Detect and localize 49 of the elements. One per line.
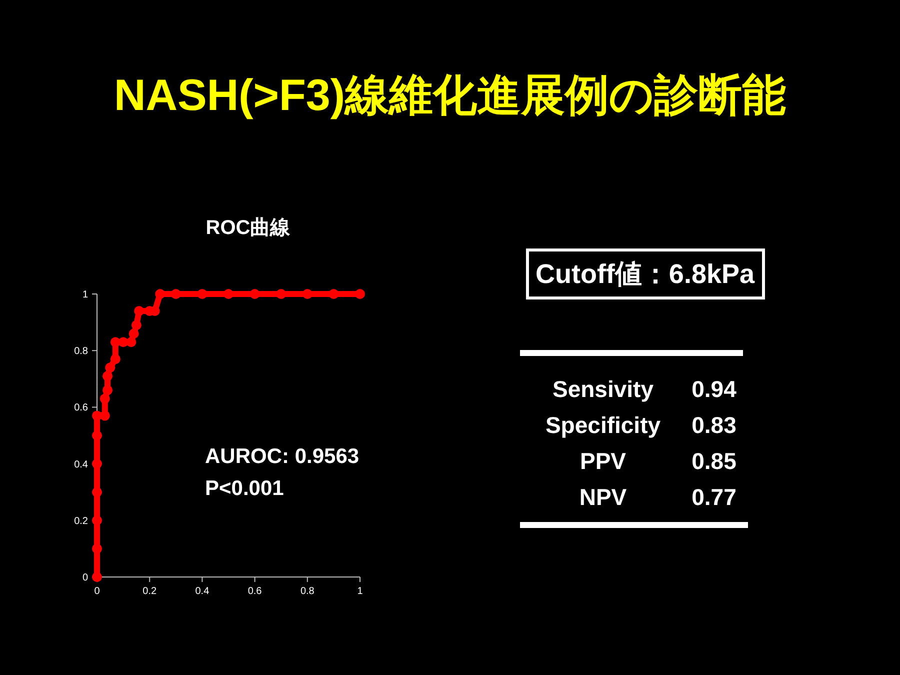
point bbox=[250, 289, 260, 299]
point bbox=[110, 354, 120, 364]
point bbox=[92, 487, 102, 498]
data-label: 0.83 bbox=[692, 412, 736, 438]
y-tick-label: 0.8 bbox=[74, 346, 88, 358]
x-tick-label: 0.4 bbox=[195, 586, 210, 597]
category-label: Sensivity bbox=[552, 376, 654, 402]
point bbox=[102, 371, 113, 382]
category-label: NPV bbox=[579, 484, 628, 510]
text: NASH(>F3)線維化進展例の診断能 bbox=[114, 71, 786, 120]
y-tick-label: 0.4 bbox=[74, 459, 88, 470]
point bbox=[302, 289, 312, 299]
annotation: P<0.001 bbox=[205, 477, 284, 500]
point bbox=[92, 430, 102, 440]
point bbox=[276, 289, 286, 299]
x-tick-label: 0.8 bbox=[300, 586, 315, 597]
text: Cutoff値：6.8kPa bbox=[535, 259, 756, 289]
point bbox=[328, 289, 339, 299]
y-tick-label: 0 bbox=[82, 572, 88, 584]
data-label: 0.94 bbox=[692, 376, 737, 402]
point bbox=[92, 515, 102, 526]
point bbox=[92, 544, 102, 554]
chart-subtitle: ROC曲線 bbox=[206, 217, 292, 239]
x-tick-label: 0.6 bbox=[248, 586, 262, 597]
x-tick-label: 1 bbox=[357, 586, 364, 597]
data-label: 0.85 bbox=[692, 448, 737, 474]
point bbox=[155, 289, 166, 299]
point bbox=[105, 362, 116, 373]
y-tick-label: 0.6 bbox=[74, 402, 88, 414]
point bbox=[102, 385, 113, 396]
data-label: 0.77 bbox=[692, 484, 736, 510]
point bbox=[100, 410, 110, 421]
point bbox=[170, 289, 181, 299]
point bbox=[126, 337, 136, 348]
y-tick-label: 1 bbox=[82, 290, 88, 300]
point bbox=[355, 289, 365, 299]
annotation: AUROC: 0.9563 bbox=[205, 445, 360, 468]
point bbox=[131, 320, 142, 330]
category-label: Specificity bbox=[545, 412, 661, 438]
point bbox=[100, 394, 110, 404]
x-tick-label: 0 bbox=[94, 586, 100, 597]
point bbox=[134, 306, 144, 316]
point bbox=[224, 289, 234, 299]
category-label: PPV bbox=[580, 448, 627, 474]
point bbox=[128, 328, 139, 339]
y-tick-label: 0.2 bbox=[74, 516, 88, 527]
point bbox=[92, 458, 102, 469]
x-tick-label: 0.2 bbox=[142, 586, 157, 597]
point bbox=[197, 289, 208, 299]
